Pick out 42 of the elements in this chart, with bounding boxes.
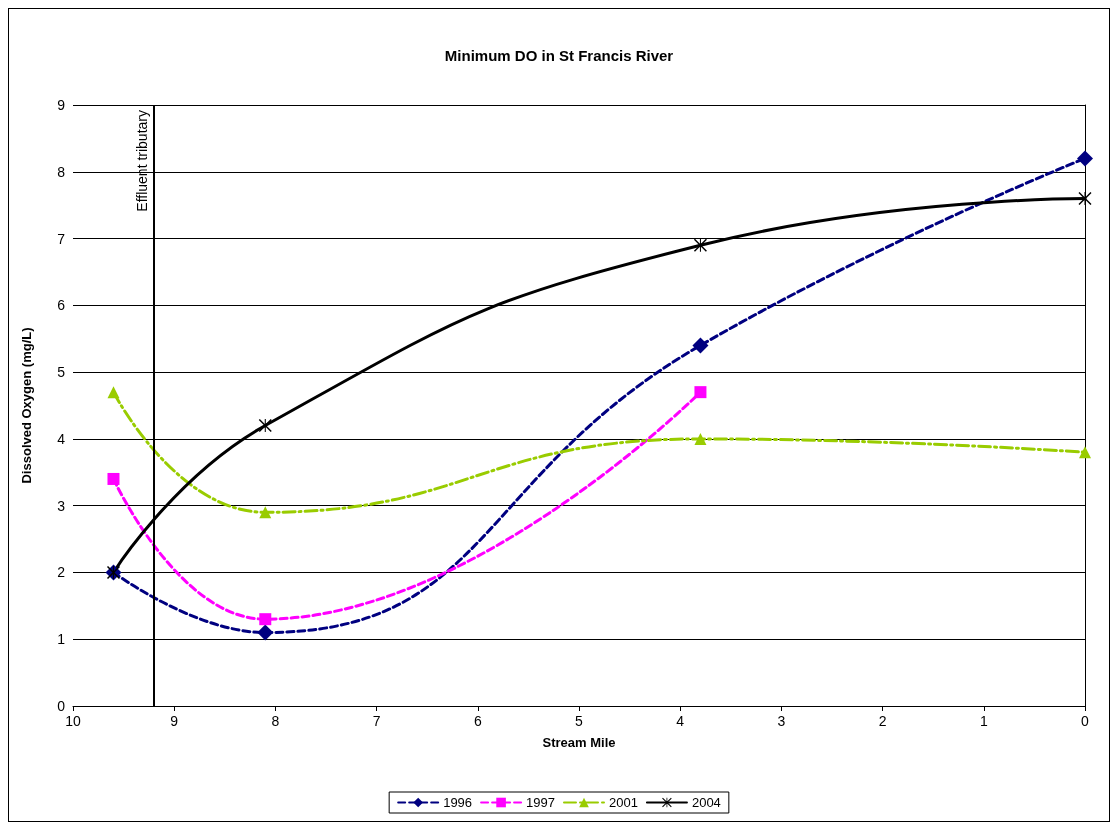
y-tick-label: 0 [57, 698, 66, 714]
point [259, 613, 272, 626]
x-tick-label: 8 [271, 713, 280, 729]
x-tick-label: 2 [878, 713, 887, 729]
x-tick-label: 0 [1081, 713, 1090, 729]
x-tick-label: 4 [676, 713, 685, 729]
point [692, 337, 709, 354]
point [694, 386, 707, 399]
chart-title: Minimum DO in St Francis River [444, 47, 674, 64]
point [258, 419, 272, 433]
y-tick-label: 6 [57, 297, 66, 314]
y-tick-label: 1 [57, 631, 66, 648]
point [1077, 150, 1093, 167]
y-tick-label: 9 [57, 97, 66, 113]
y-axis-title: Dissolved Oxygen (mg/L) [19, 327, 34, 484]
point [259, 506, 272, 519]
y-tick-label: 3 [57, 497, 66, 514]
x-tick-label: 7 [372, 713, 381, 729]
x-tick-label: 10 [65, 713, 81, 729]
point [693, 238, 707, 252]
y-tick-label: 5 [57, 364, 66, 381]
point [694, 432, 707, 445]
legend-label: 1997 [526, 795, 555, 810]
x-tick-label: 6 [473, 713, 482, 729]
ref-line-label: Effluent tributary [133, 110, 150, 212]
point [1079, 446, 1091, 459]
x-tick-label: 1 [979, 713, 988, 729]
y-tick-label: 4 [57, 430, 66, 447]
y-tick-label: 7 [57, 230, 66, 247]
point [107, 386, 120, 399]
legend-label: 2001 [609, 795, 638, 810]
point [107, 472, 120, 485]
x-tick-label: 9 [170, 713, 179, 729]
legend-label: 1996 [443, 795, 473, 810]
point [257, 624, 274, 641]
y-tick-label: 2 [57, 564, 66, 581]
x-axis-title: Stream Mile [542, 735, 616, 750]
x-tick-label: 3 [777, 713, 786, 729]
legend-label: 2004 [691, 795, 721, 810]
x-tick-label: 5 [575, 713, 584, 729]
point [1078, 191, 1092, 205]
y-tick-label: 8 [57, 163, 66, 180]
